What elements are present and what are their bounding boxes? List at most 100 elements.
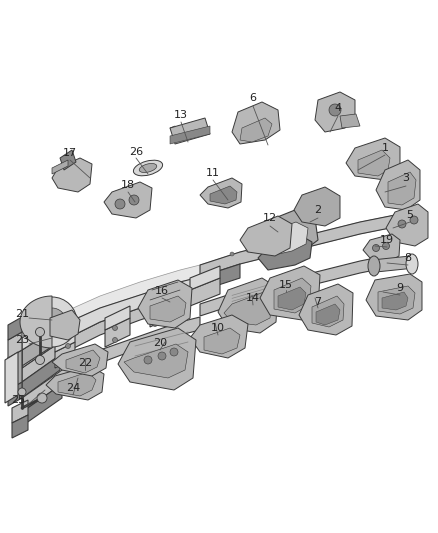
Text: 19: 19 <box>380 235 394 245</box>
Polygon shape <box>363 234 400 262</box>
Text: 10: 10 <box>211 323 225 333</box>
Text: 21: 21 <box>15 309 29 319</box>
Circle shape <box>410 216 418 224</box>
Polygon shape <box>258 235 312 270</box>
Circle shape <box>372 245 379 252</box>
Text: 8: 8 <box>404 253 412 263</box>
Circle shape <box>230 252 234 256</box>
Circle shape <box>152 321 158 327</box>
Polygon shape <box>358 150 390 176</box>
Polygon shape <box>386 204 428 246</box>
Polygon shape <box>170 118 210 144</box>
Polygon shape <box>190 278 220 306</box>
Circle shape <box>129 195 139 205</box>
Polygon shape <box>52 160 68 174</box>
Polygon shape <box>8 350 22 390</box>
Polygon shape <box>232 102 280 144</box>
Polygon shape <box>58 372 96 396</box>
Polygon shape <box>190 266 220 290</box>
Circle shape <box>170 348 178 356</box>
Polygon shape <box>8 350 22 376</box>
Polygon shape <box>210 186 237 204</box>
Polygon shape <box>20 296 52 348</box>
Polygon shape <box>315 92 355 132</box>
Polygon shape <box>204 328 240 354</box>
Polygon shape <box>46 366 104 400</box>
Polygon shape <box>278 287 306 310</box>
Polygon shape <box>240 118 272 142</box>
Text: 16: 16 <box>155 286 169 296</box>
Polygon shape <box>170 126 210 144</box>
Circle shape <box>152 310 158 314</box>
Polygon shape <box>105 318 130 347</box>
Ellipse shape <box>368 256 380 276</box>
Polygon shape <box>118 328 196 390</box>
Polygon shape <box>312 296 344 327</box>
Polygon shape <box>8 332 22 358</box>
Polygon shape <box>60 150 76 170</box>
Ellipse shape <box>139 164 157 173</box>
Polygon shape <box>105 306 130 330</box>
Text: 26: 26 <box>129 147 143 157</box>
Text: 4: 4 <box>335 103 342 113</box>
Circle shape <box>398 220 406 228</box>
Polygon shape <box>378 286 415 314</box>
Text: 3: 3 <box>403 173 410 183</box>
Circle shape <box>113 337 117 343</box>
Text: 12: 12 <box>263 213 277 223</box>
Circle shape <box>115 199 125 209</box>
Polygon shape <box>190 315 248 358</box>
Text: 2: 2 <box>314 205 321 215</box>
Polygon shape <box>240 216 292 256</box>
Polygon shape <box>316 304 340 325</box>
Polygon shape <box>22 313 62 350</box>
Polygon shape <box>372 256 415 272</box>
Polygon shape <box>200 254 395 316</box>
Polygon shape <box>66 350 100 373</box>
Polygon shape <box>299 284 353 335</box>
Polygon shape <box>8 317 22 340</box>
Text: 5: 5 <box>406 210 413 220</box>
Polygon shape <box>124 344 188 378</box>
Circle shape <box>27 297 77 347</box>
Polygon shape <box>366 274 422 320</box>
Text: 17: 17 <box>63 148 77 158</box>
Circle shape <box>158 352 166 360</box>
Circle shape <box>35 356 45 365</box>
Polygon shape <box>274 278 311 313</box>
Text: 7: 7 <box>314 297 321 307</box>
Polygon shape <box>22 215 395 350</box>
Polygon shape <box>52 344 108 376</box>
Polygon shape <box>5 352 18 403</box>
Polygon shape <box>8 382 22 406</box>
Polygon shape <box>388 172 416 205</box>
Polygon shape <box>266 222 308 255</box>
Polygon shape <box>22 317 200 412</box>
Polygon shape <box>200 264 240 291</box>
Text: 1: 1 <box>381 143 389 153</box>
Ellipse shape <box>406 254 418 274</box>
Circle shape <box>66 356 71 360</box>
Polygon shape <box>50 310 80 340</box>
Text: 18: 18 <box>121 180 135 190</box>
Text: 6: 6 <box>250 93 257 103</box>
Polygon shape <box>12 415 28 438</box>
Polygon shape <box>22 384 62 426</box>
Circle shape <box>35 327 45 336</box>
Polygon shape <box>12 400 28 423</box>
Polygon shape <box>346 138 400 180</box>
Polygon shape <box>22 290 200 382</box>
Circle shape <box>246 248 250 252</box>
Polygon shape <box>260 266 320 320</box>
Circle shape <box>113 326 117 330</box>
Text: 23: 23 <box>15 335 29 345</box>
Circle shape <box>382 243 389 249</box>
Polygon shape <box>55 330 75 352</box>
Circle shape <box>18 388 26 396</box>
Text: 14: 14 <box>246 293 260 303</box>
Polygon shape <box>104 182 152 218</box>
Polygon shape <box>382 292 408 310</box>
Polygon shape <box>22 277 200 368</box>
Text: 25: 25 <box>11 395 25 405</box>
Polygon shape <box>260 210 318 258</box>
